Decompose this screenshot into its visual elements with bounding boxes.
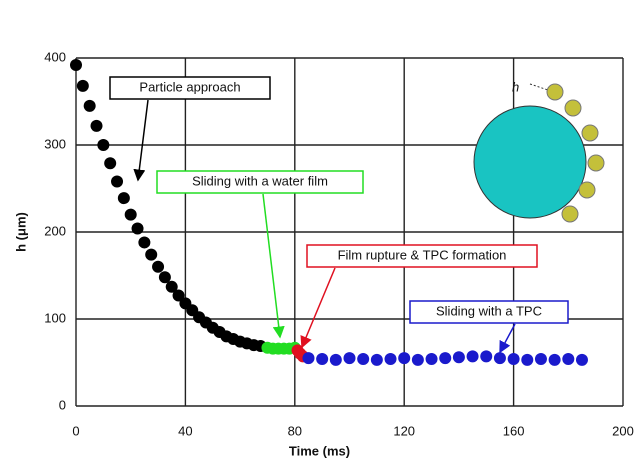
x-tick-label: 80	[288, 423, 302, 438]
annotation-arrow	[499, 323, 516, 354]
annotation-arrow	[133, 99, 149, 182]
particle	[581, 124, 599, 142]
annotation-box	[409, 300, 569, 324]
y-axis-label: h (μm)	[13, 212, 28, 252]
data-point	[398, 352, 411, 365]
data-point	[521, 353, 534, 366]
data-point	[329, 353, 342, 366]
x-tick-label: 0	[72, 423, 79, 438]
data-point	[302, 352, 315, 365]
data-point	[83, 99, 96, 112]
legend-label: Sliding with a water film	[192, 173, 328, 188]
legend-label: Film rupture & TPC formation	[338, 247, 507, 262]
data-point	[534, 353, 547, 366]
particle	[564, 99, 582, 117]
legend-label: Particle approach	[139, 79, 240, 94]
data-point	[158, 271, 171, 284]
y-tick-label: 400	[44, 49, 66, 64]
data-point	[316, 353, 329, 366]
particle	[587, 154, 605, 172]
data-point	[145, 248, 158, 261]
data-point	[97, 139, 110, 151]
data-point	[480, 350, 493, 363]
data-point	[466, 350, 479, 363]
gap-marker	[529, 83, 549, 91]
data-point	[425, 353, 438, 366]
annotation-arrow	[300, 267, 336, 349]
y-tick-label: 100	[44, 310, 66, 325]
data-point	[124, 208, 137, 221]
data-point	[493, 352, 506, 365]
data-point	[152, 260, 165, 273]
x-tick-label: 200	[612, 423, 634, 438]
data-point	[411, 353, 424, 366]
data-point	[575, 353, 588, 366]
y-tick-label: 0	[59, 397, 66, 412]
data-point	[131, 222, 144, 235]
data-point	[439, 352, 452, 365]
data-point	[357, 353, 370, 366]
annotation-box	[156, 170, 364, 194]
data-point	[117, 192, 130, 205]
data-point	[165, 280, 178, 293]
data-point	[370, 353, 383, 366]
data-point	[548, 353, 561, 366]
data-point	[138, 236, 151, 249]
data-point	[172, 289, 185, 302]
legend-label: Sliding with a TPC	[436, 303, 542, 318]
annotation-box	[306, 244, 538, 268]
annotation-box	[109, 76, 271, 100]
particle	[578, 181, 596, 199]
data-point	[343, 352, 356, 365]
particle	[561, 205, 579, 223]
x-tick-label: 160	[503, 423, 525, 438]
inset-diagram: h	[473, 79, 605, 223]
x-tick-label: 120	[393, 423, 415, 438]
data-point	[384, 353, 397, 366]
y-tick-label: 200	[44, 223, 66, 238]
data-point	[104, 157, 117, 170]
data-point	[507, 353, 520, 366]
data-point	[111, 175, 124, 188]
data-point	[562, 353, 575, 366]
data-point	[90, 119, 103, 132]
x-tick-label: 40	[178, 423, 192, 438]
particle	[546, 83, 564, 101]
data-point	[452, 351, 465, 364]
data-point	[76, 79, 89, 92]
y-tick-label: 300	[44, 136, 66, 151]
bubble	[473, 105, 587, 219]
annotation-arrow	[262, 193, 285, 339]
inset-label: h	[512, 79, 519, 94]
x-axis-label: Time (ms)	[289, 443, 350, 458]
data-point	[70, 58, 82, 71]
